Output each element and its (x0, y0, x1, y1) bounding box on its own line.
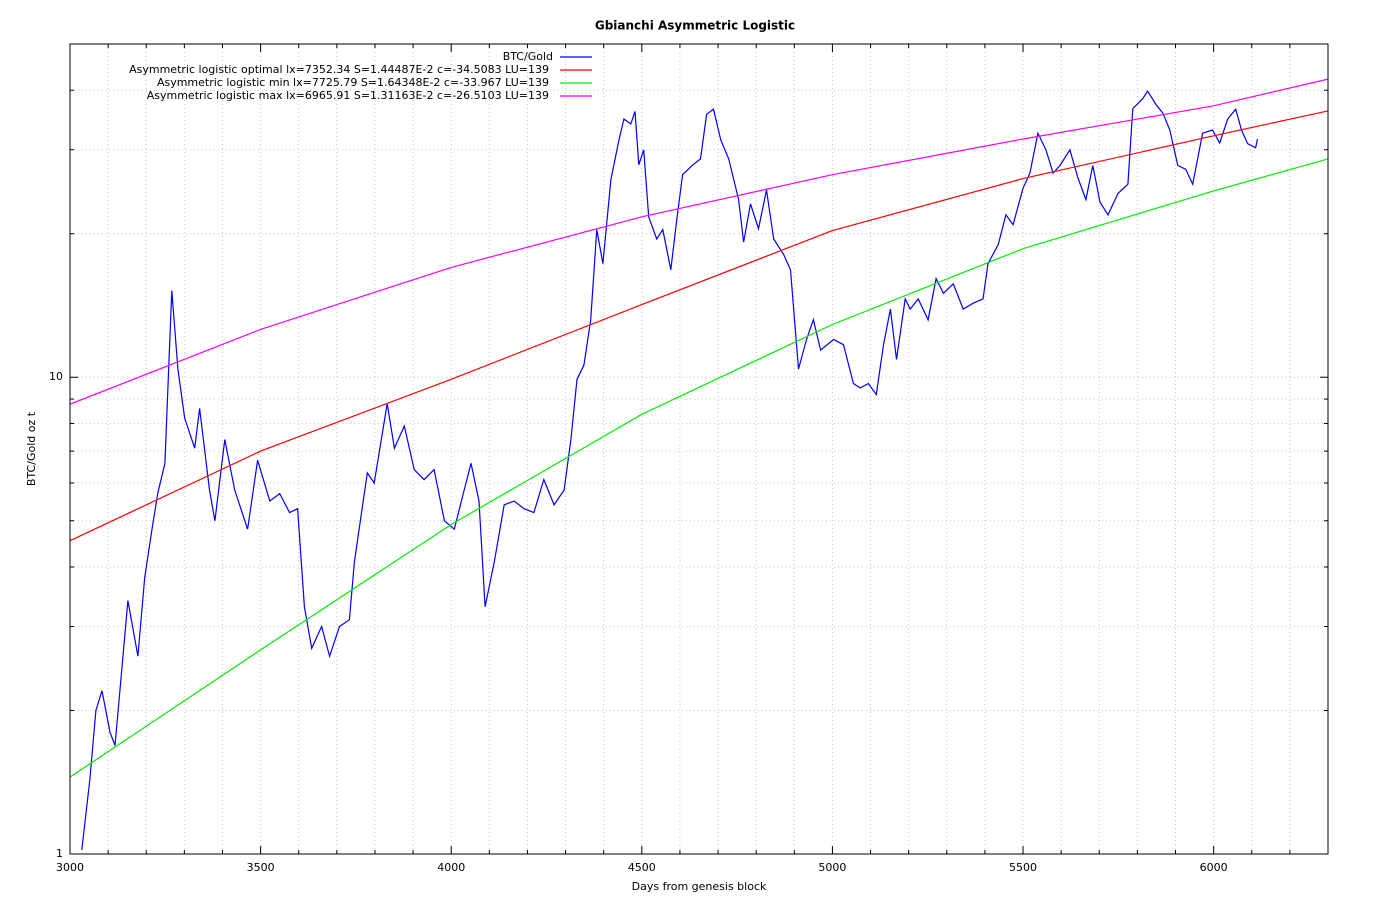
x-tick-label: 3500 (247, 861, 275, 874)
x-tick-label: 4500 (628, 861, 656, 874)
legend-label: Asymmetric logistic min lx=7725.79 S=1.6… (157, 76, 549, 89)
plot-frame (69, 43, 1329, 855)
x-tick-label: 4000 (437, 861, 465, 874)
series-line (70, 110, 1328, 542)
chart-title: Gbianchi Asymmetric Logistic (595, 19, 795, 33)
y-tick-label: 10 (49, 370, 63, 383)
series-line (70, 158, 1328, 778)
legend-label: BTC/Gold (503, 50, 553, 63)
x-tick-label: 5500 (1009, 861, 1037, 874)
x-tick-label: 6000 (1200, 861, 1228, 874)
y-tick-label: 1 (56, 847, 63, 860)
x-axis-label: Days from genesis block (632, 880, 767, 893)
legend-label: Asymmetric logistic max lx=6965.91 S=1.3… (147, 89, 549, 102)
x-tick-label: 5000 (818, 861, 846, 874)
legend-label: Asymmetric logistic optimal lx=7352.34 S… (129, 63, 549, 76)
y-axis-label: BTC/Gold oz t (25, 411, 38, 486)
series-line (81, 90, 1259, 850)
series-line (70, 78, 1328, 405)
x-tick-label: 3000 (56, 861, 84, 874)
